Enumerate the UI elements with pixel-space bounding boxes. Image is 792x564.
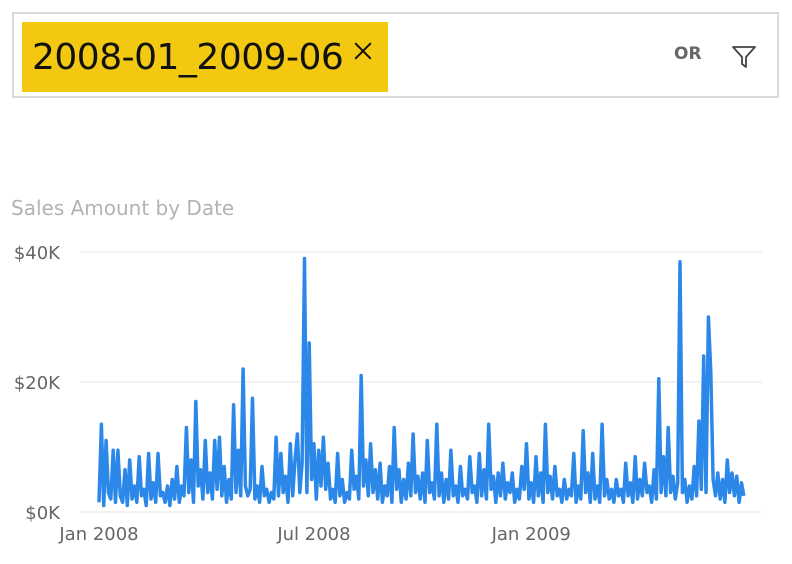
y-axis: $0K $20K $40K bbox=[14, 243, 61, 524]
filter-chip[interactable]: 2008-01_2009-06 bbox=[22, 22, 388, 92]
series-line[interactable] bbox=[97, 256, 746, 508]
x-tick-label: Jul 2008 bbox=[276, 524, 350, 545]
y-tick-label: $0K bbox=[25, 503, 61, 524]
gridlines bbox=[80, 251, 762, 513]
y-tick-label: $40K bbox=[14, 243, 61, 264]
x-tick-label: Jan 2009 bbox=[491, 524, 571, 545]
filter-chip-label: 2008-01_2009-06 bbox=[32, 36, 344, 78]
chart-title: Sales Amount by Date bbox=[11, 196, 235, 220]
series-layer bbox=[97, 256, 746, 508]
close-icon[interactable] bbox=[352, 40, 374, 62]
line-chart: $0K $20K $40K Jan 2008 Jul 2008 Jan 2009 bbox=[14, 243, 762, 545]
x-axis: Jan 2008 Jul 2008 Jan 2009 bbox=[58, 524, 571, 545]
or-toggle[interactable]: OR bbox=[674, 44, 702, 64]
x-tick-label: Jan 2008 bbox=[58, 524, 138, 545]
filter-icon[interactable] bbox=[731, 44, 757, 70]
filter-slicer: 2008-01_2009-06 OR bbox=[12, 12, 779, 98]
y-tick-label: $20K bbox=[14, 373, 61, 394]
